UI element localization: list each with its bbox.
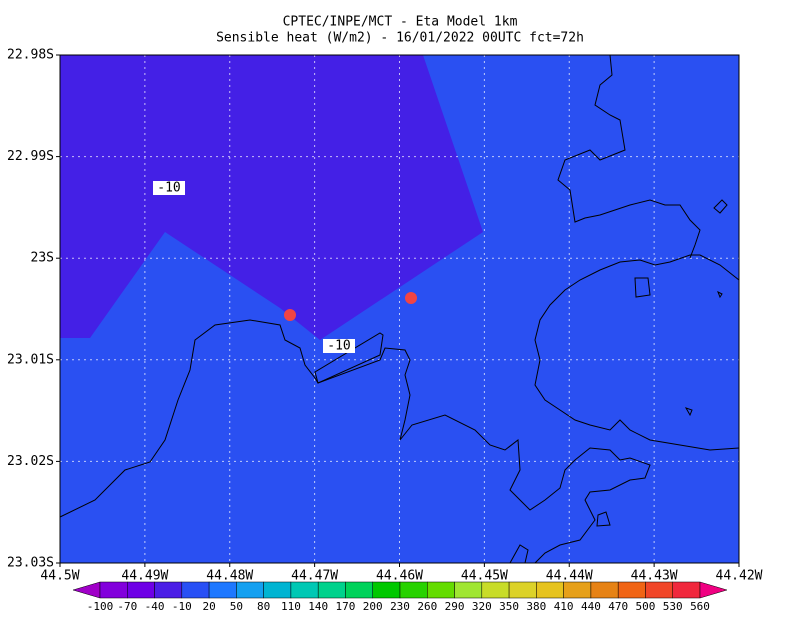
contour-label: -10	[157, 181, 180, 196]
colorbar-label: 560	[690, 600, 710, 613]
station-marker	[405, 292, 417, 304]
colorbar-segment	[672, 581, 701, 599]
colorbar-segment	[590, 581, 619, 599]
colorbar-segment	[536, 581, 564, 599]
colorbar-label: 110	[281, 600, 301, 613]
colorbar-segment	[345, 581, 373, 599]
y-tick-label: 22.98S	[7, 48, 54, 63]
contour-label-box	[323, 339, 355, 353]
x-tick-label: 44.45W	[461, 569, 508, 584]
x-tick-label: 44.5W	[40, 569, 79, 584]
y-tick-label: 22.99S	[7, 149, 54, 164]
contour-label: -10	[327, 339, 350, 354]
colorbar-segment	[481, 581, 510, 599]
y-tick-label: 23.03S	[7, 556, 54, 571]
colorbar-label: -10	[172, 600, 192, 613]
y-tick-label: 23.02S	[7, 454, 54, 469]
colorbar-segment	[645, 581, 673, 599]
y-tick-label: 23.01S	[7, 352, 54, 367]
colorbar-segment	[154, 581, 183, 599]
colorbar-label: 530	[663, 600, 683, 613]
contour-region	[60, 55, 483, 340]
colorbar-segment	[99, 581, 128, 599]
colorbar-segment	[317, 581, 346, 599]
colorbar-label: 80	[257, 600, 270, 613]
colorbar-label: 20	[202, 600, 215, 613]
title-line: CPTEC/INPE/MCT - Eta Model 1km	[283, 15, 518, 30]
colorbar-label: 470	[608, 600, 628, 613]
x-tick-label: 44.47W	[291, 569, 338, 584]
colorbar-label: -70	[117, 600, 137, 613]
colorbar-segment	[127, 581, 155, 599]
colorbar-label: 200	[363, 600, 383, 613]
colorbar-segment	[399, 581, 428, 599]
colorbar-segment	[563, 581, 592, 599]
x-tick-label: 44.49W	[121, 569, 168, 584]
colorbar-label: 410	[554, 600, 574, 613]
x-tick-label: 44.44W	[546, 569, 593, 584]
colorbar-segment	[454, 581, 483, 599]
colorbar-end	[72, 581, 101, 599]
colorbar-label: 140	[308, 600, 328, 613]
colorbar-end	[699, 581, 728, 599]
colorbar-segment	[372, 581, 401, 599]
coastline	[59, 54, 740, 564]
y-tick-label: 23S	[31, 251, 54, 266]
colorbar-segment	[290, 581, 319, 599]
colorbar-label: 500	[636, 600, 656, 613]
colorbar-segment	[427, 581, 455, 599]
colorbar-label: -100	[87, 600, 114, 613]
colorbar-label: 230	[390, 600, 410, 613]
x-tick-label: 44.48W	[206, 569, 253, 584]
colorbar-label: 170	[336, 600, 356, 613]
title-line: Sensible heat (W/m2) - 16/01/2022 00UTC …	[216, 31, 584, 46]
colorbar-label: 380	[526, 600, 546, 613]
colorbar-label: 260	[417, 600, 437, 613]
x-tick-label: 44.42W	[716, 569, 763, 584]
colorbar-label: 350	[499, 600, 519, 613]
colorbar-segment	[236, 581, 264, 599]
colorbar-label: 440	[581, 600, 601, 613]
colorbar-label: 50	[230, 600, 243, 613]
contour-label-box	[153, 181, 185, 195]
colorbar-label: 290	[445, 600, 465, 613]
colorbar-segment	[263, 581, 292, 599]
colorbar-label: -40	[145, 600, 165, 613]
colorbar-label: 320	[472, 600, 492, 613]
colorbar-segment	[508, 581, 537, 599]
station-marker	[284, 309, 296, 321]
colorbar-segment	[208, 581, 237, 599]
x-tick-label: 44.43W	[631, 569, 678, 584]
colorbar-segment	[617, 581, 646, 599]
colorbar-segment	[181, 581, 210, 599]
x-tick-label: 44.46W	[376, 569, 423, 584]
